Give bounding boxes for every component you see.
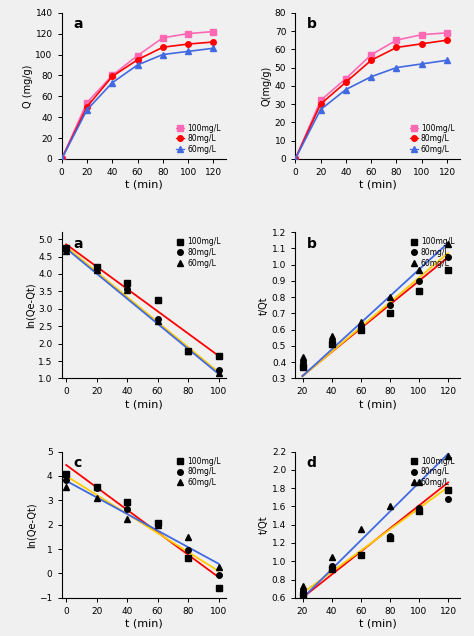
Legend: 100mg/L, 80mg/L, 60mg/L: 100mg/L, 80mg/L, 60mg/L xyxy=(409,122,456,155)
X-axis label: t (min): t (min) xyxy=(359,399,396,409)
X-axis label: t (min): t (min) xyxy=(359,180,396,190)
X-axis label: t (min): t (min) xyxy=(125,399,163,409)
Legend: 100mg/L, 80mg/L, 60mg/L: 100mg/L, 80mg/L, 60mg/L xyxy=(175,122,222,155)
X-axis label: t (min): t (min) xyxy=(125,180,163,190)
Text: c: c xyxy=(73,456,82,470)
Legend: 100mg/L, 80mg/L, 60mg/L: 100mg/L, 80mg/L, 60mg/L xyxy=(175,236,222,269)
Y-axis label: Q (mg/g): Q (mg/g) xyxy=(23,64,33,107)
Legend: 100mg/L, 80mg/L, 60mg/L: 100mg/L, 80mg/L, 60mg/L xyxy=(409,455,456,488)
Y-axis label: ln(Qe-Qt): ln(Qe-Qt) xyxy=(26,282,36,328)
Y-axis label: ln(Qe-Qt): ln(Qe-Qt) xyxy=(27,502,36,548)
X-axis label: t (min): t (min) xyxy=(125,619,163,628)
Text: b: b xyxy=(307,237,317,251)
Text: a: a xyxy=(73,237,82,251)
Text: a: a xyxy=(73,17,82,31)
Text: d: d xyxy=(307,456,317,470)
Y-axis label: t/Qt: t/Qt xyxy=(259,515,269,534)
Text: b: b xyxy=(307,17,317,31)
Legend: 100mg/L, 80mg/L, 60mg/L: 100mg/L, 80mg/L, 60mg/L xyxy=(409,236,456,269)
Y-axis label: t/Qt: t/Qt xyxy=(259,296,269,315)
X-axis label: t (min): t (min) xyxy=(359,619,396,628)
Legend: 100mg/L, 80mg/L, 60mg/L: 100mg/L, 80mg/L, 60mg/L xyxy=(175,455,222,488)
Y-axis label: Q(mg/g): Q(mg/g) xyxy=(262,66,272,106)
